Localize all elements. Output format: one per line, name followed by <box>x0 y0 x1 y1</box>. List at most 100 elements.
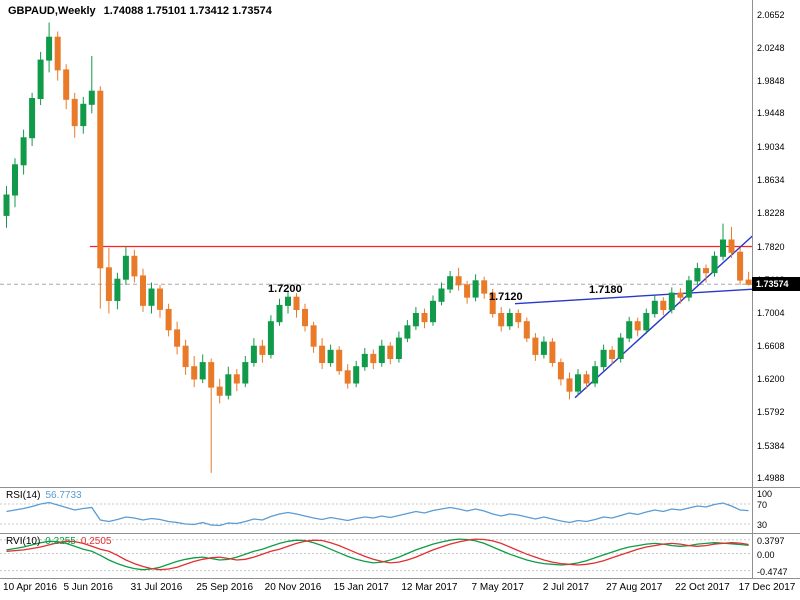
x-axis-label: 10 Apr 2016 <box>3 582 57 593</box>
candle-bearish <box>191 356 198 388</box>
candle-bullish <box>643 308 650 334</box>
x-axis-label: 17 Dec 2017 <box>738 582 796 593</box>
candle-bullish <box>80 96 87 134</box>
candle-bearish <box>532 333 539 361</box>
rvi-axis-label: 0.3797 <box>757 535 785 546</box>
candle-bullish <box>353 360 360 388</box>
rvi-chart[interactable] <box>0 534 753 578</box>
candle-bullish <box>3 186 10 228</box>
candle-bullish <box>37 51 44 106</box>
candle-bullish <box>20 129 27 175</box>
trendline-1[interactable] <box>514 288 753 305</box>
candle-bearish <box>583 370 590 389</box>
rsi-axis-label: 70 <box>757 500 768 510</box>
candle-bearish <box>165 303 172 337</box>
time-scale[interactable]: 10 Apr 2016 5 Jun 2016 31 Jul 2016 25 Sep 2… <box>0 579 800 600</box>
rsi-line <box>6 501 749 527</box>
candle-bullish <box>626 316 633 343</box>
trendline-2[interactable] <box>574 232 753 399</box>
candle-bearish <box>157 284 163 318</box>
price-axis-label: 1.6608 <box>757 340 785 351</box>
rvi-axis-label: 0.00 <box>757 549 775 560</box>
rsi-chart[interactable] <box>0 488 753 533</box>
candle-bullish <box>361 347 368 371</box>
candle-bearish <box>634 317 641 337</box>
candle-bullish <box>225 366 232 400</box>
candle-bullish <box>148 282 155 314</box>
candle-bearish <box>233 369 240 392</box>
candle-bearish <box>54 31 61 81</box>
candle-bearish <box>336 346 343 375</box>
candle-bearish <box>515 309 522 329</box>
panel-separator[interactable] <box>0 533 800 534</box>
candle-bullish <box>540 336 547 359</box>
rvi-panel[interactable]: RVI(10) 0.2255 0.2505 <box>0 534 753 578</box>
candle-bearish <box>387 342 394 365</box>
price-axis-label: 1.8634 <box>757 175 785 185</box>
price-annotation[interactable]: 1.7120 <box>489 291 523 303</box>
candle-bullish <box>412 307 419 330</box>
rsi-axis-label: 30 <box>757 520 768 530</box>
candle-bearish <box>421 308 428 329</box>
candle-bullish <box>668 287 675 314</box>
candle-bearish <box>310 321 317 353</box>
rsi-value: 56.7733 <box>45 490 82 501</box>
candle-bearish <box>370 349 377 370</box>
price-scale[interactable]: 2.0652 2.0248 1.9848 1.9448 1.9034 1.8634 1.82… <box>753 0 800 600</box>
candle-bearish <box>216 378 223 404</box>
main-chart-panel[interactable]: GBPAUD,Weekly 1.74088 1.75101 1.73412 1.7… <box>0 0 753 487</box>
candle-bullish <box>617 333 624 363</box>
candle-bearish <box>489 289 496 318</box>
candle-bullish <box>600 344 607 371</box>
candle-bearish <box>319 338 326 370</box>
rsi-panel[interactable]: RSI(14) 56.7733 <box>0 488 753 533</box>
candle-bearish <box>97 86 104 309</box>
candle-bearish <box>131 249 138 283</box>
candle-bearish <box>71 92 78 138</box>
candle-bullish <box>29 92 36 146</box>
price-axis-label: 1.5384 <box>757 440 785 451</box>
candle-bearish <box>703 264 709 283</box>
rvi-name: RVI(10) <box>6 536 41 547</box>
candle-bearish <box>182 339 189 375</box>
rvi-label: RVI(10) 0.2255 0.2505 <box>6 536 116 547</box>
price-axis-label: 1.8228 <box>757 208 785 219</box>
price-axis-label: 1.9448 <box>757 108 785 119</box>
candle-bearish <box>728 226 735 258</box>
candle-bearish <box>302 303 308 332</box>
price-chart[interactable] <box>0 0 753 487</box>
candle-bearish <box>344 364 351 389</box>
rsi-name: RSI(14) <box>6 490 41 501</box>
candle-bullish <box>242 356 249 388</box>
candle-bullish <box>88 56 95 114</box>
candle-bearish <box>140 268 146 312</box>
candle-bearish <box>745 271 752 286</box>
candle-bearish <box>557 358 564 386</box>
candle-bullish <box>720 223 726 261</box>
panel-separator[interactable] <box>0 487 800 488</box>
candle-bearish <box>566 372 573 400</box>
candle-bearish <box>63 64 70 110</box>
ohlc-values: 1.74088 1.75101 1.73412 1.73574 <box>103 5 272 17</box>
x-axis-label: 12 Mar 2017 <box>401 582 458 593</box>
candle-bullish <box>276 298 283 326</box>
price-axis-label: 2.0248 <box>757 43 785 53</box>
candle-bullish <box>694 262 701 285</box>
candle-bullish <box>711 251 718 277</box>
candle-bullish <box>404 320 411 343</box>
candle-bullish <box>250 338 257 367</box>
candle-bearish <box>523 317 530 343</box>
symbol-period-label: GBPAUD,Weekly <box>8 5 96 17</box>
price-axis-label: 1.5792 <box>757 407 785 418</box>
price-axis-label: 1.6200 <box>757 373 785 384</box>
price-annotation[interactable]: 1.7200 <box>268 283 302 295</box>
rvi-axis-label: -0.4747 <box>757 566 788 577</box>
candle-bullish <box>327 344 334 367</box>
candle-bearish <box>660 297 667 316</box>
candle-bearish <box>174 321 181 355</box>
price-annotation[interactable]: 1.7180 <box>589 284 623 296</box>
time-scale-border <box>0 578 800 579</box>
x-axis-label: 31 Jul 2016 <box>130 582 183 593</box>
rsi-axis-label: 100 <box>757 489 773 499</box>
